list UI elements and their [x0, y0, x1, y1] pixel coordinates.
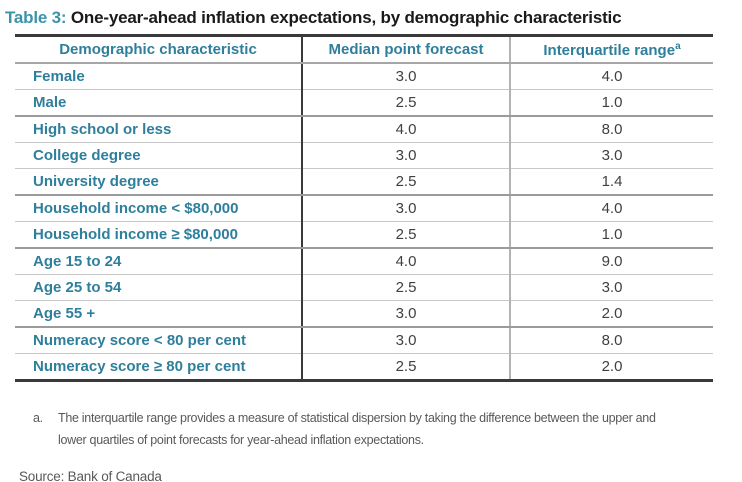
table-row: Household income ≥ $80,000 2.5 1.0 — [15, 221, 713, 249]
table-row: Age 55 + 3.0 2.0 — [15, 300, 713, 328]
iqr-value: 8.0 — [510, 327, 713, 354]
median-value: 2.5 — [302, 168, 511, 196]
iqr-value: 4.0 — [510, 63, 713, 90]
header-row: Demographic characteristic Median point … — [15, 35, 713, 64]
header-iqr-label: Interquartile range — [543, 41, 676, 59]
row-label: Age 15 to 24 — [15, 248, 303, 275]
row-label: Male — [15, 89, 303, 117]
iqr-value: 8.0 — [510, 116, 713, 143]
row-label: Numeracy score < 80 per cent — [15, 327, 303, 354]
median-value: 3.0 — [302, 142, 511, 169]
table-row: Female 3.0 4.0 — [15, 63, 713, 90]
inflation-expectations-table: Demographic characteristic Median point … — [15, 34, 713, 382]
footnote: a. The interquartile range provides a me… — [33, 408, 742, 451]
row-label: Household income ≥ $80,000 — [15, 221, 303, 249]
table-row: Numeracy score ≥ 80 per cent 2.5 2.0 — [15, 353, 713, 381]
table-row: Age 15 to 24 4.0 9.0 — [15, 248, 713, 275]
header-iqr: Interquartile rangea — [510, 35, 713, 64]
row-label: Age 25 to 54 — [15, 274, 303, 301]
iqr-value: 2.0 — [510, 300, 713, 328]
footnote-text: The interquartile range provides a measu… — [58, 411, 656, 447]
iqr-value: 1.0 — [510, 89, 713, 117]
table-row: High school or less 4.0 8.0 — [15, 116, 713, 143]
table-row: Household income < $80,000 3.0 4.0 — [15, 195, 713, 222]
row-label: College degree — [15, 142, 303, 169]
median-value: 2.5 — [302, 274, 511, 301]
median-value: 2.5 — [302, 353, 511, 381]
median-value: 3.0 — [302, 63, 511, 90]
table-number: Table 3: — [5, 8, 67, 27]
table-title-text: One-year-ahead inflation expectations, b… — [66, 8, 622, 27]
median-value: 3.0 — [302, 327, 511, 354]
footnote-ref: a — [675, 40, 681, 52]
table-row: Male 2.5 1.0 — [15, 89, 713, 117]
table-row: Numeracy score < 80 per cent 3.0 8.0 — [15, 327, 713, 354]
table-title: Table 3: One-year-ahead inflation expect… — [5, 8, 742, 28]
median-value: 3.0 — [302, 195, 511, 222]
table-row: University degree 2.5 1.4 — [15, 168, 713, 196]
row-label: University degree — [15, 168, 303, 196]
row-label: Age 55 + — [15, 300, 303, 328]
iqr-value: 3.0 — [510, 274, 713, 301]
iqr-value: 2.0 — [601, 358, 623, 375]
iqr-value: 4.0 — [510, 195, 713, 222]
row-label: High school or less — [15, 116, 303, 143]
median-value: 2.5 — [302, 89, 511, 117]
row-label: Household income < $80,000 — [15, 195, 303, 222]
row-label: Female — [15, 63, 303, 90]
iqr-value: 1.0 — [510, 221, 713, 249]
median-value: 4.0 — [302, 116, 511, 143]
source-line: Source: Bank of Canada — [19, 469, 162, 482]
table-row: Age 25 to 54 2.5 3.0 — [15, 274, 713, 301]
median-value: 2.5 — [302, 221, 511, 249]
row-label: Numeracy score ≥ 80 per cent — [15, 353, 303, 381]
header-characteristic: Demographic characteristic — [15, 35, 303, 64]
header-median: Median point forecast — [302, 35, 511, 64]
iqr-value: 1.4 — [510, 168, 713, 196]
median-value: 4.0 — [302, 248, 511, 275]
median-value: 3.0 — [302, 300, 511, 328]
table-row: College degree 3.0 3.0 — [15, 142, 713, 169]
footnote-marker: a. — [33, 411, 43, 425]
iqr-value: 9.0 — [510, 248, 713, 275]
iqr-value: 3.0 — [510, 142, 713, 169]
